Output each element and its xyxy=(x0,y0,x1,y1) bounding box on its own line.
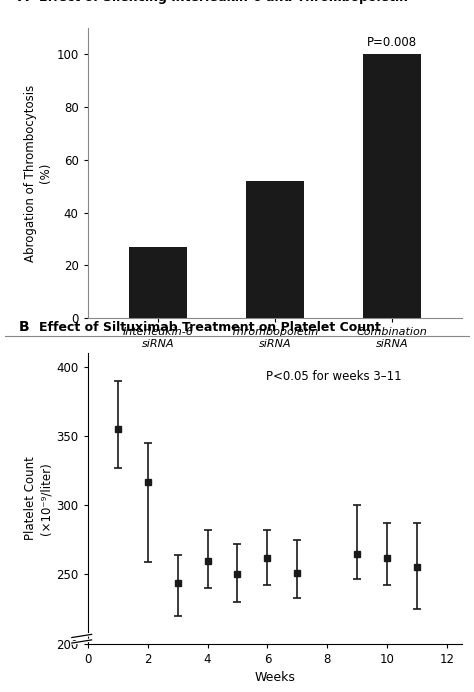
Text: P=0.008: P=0.008 xyxy=(367,36,417,49)
Text: A: A xyxy=(18,0,29,4)
Y-axis label: Platelet Count
(×10⁻⁹/liter): Platelet Count (×10⁻⁹/liter) xyxy=(24,456,52,540)
X-axis label: Weeks: Weeks xyxy=(255,671,295,684)
Bar xyxy=(363,54,421,318)
Text: P<0.05 for weeks 3–11: P<0.05 for weeks 3–11 xyxy=(265,370,401,383)
Bar xyxy=(246,181,304,318)
Y-axis label: Abrogation of Thrombocytosis
(%): Abrogation of Thrombocytosis (%) xyxy=(24,84,52,262)
Bar xyxy=(128,247,187,318)
Text: Effect of Siltuximab Treatment on Platelet Count: Effect of Siltuximab Treatment on Platel… xyxy=(39,321,381,334)
Text: B: B xyxy=(18,320,29,334)
Text: Effect of Silencing Interleukin-6 and Thrombopoietin: Effect of Silencing Interleukin-6 and Th… xyxy=(39,0,408,4)
